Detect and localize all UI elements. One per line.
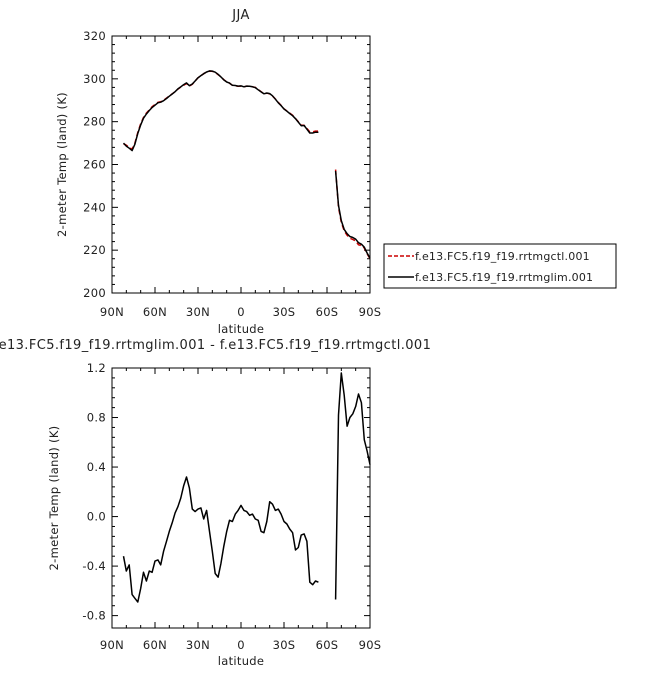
plot-frame: [111, 367, 371, 629]
y-tick-label: 1.2: [87, 361, 106, 375]
y-tick-label: 0.0: [87, 510, 106, 524]
series-line-2: [334, 171, 371, 259]
y-axis-label: 2-meter Temp (land) (K): [47, 426, 61, 571]
y-tick-label: 260: [83, 158, 106, 172]
x-tick-label: 60S: [316, 638, 339, 652]
x-tick-label: 30S: [273, 305, 296, 319]
x-tick-label: 0: [237, 305, 245, 319]
chart-panel-1: JJA 90N 60N 30N 0 30S 60S 90S 200 220 240 260 280 300…: [55, 8, 617, 336]
x-tick-label: 0: [237, 638, 245, 652]
x-axis-label: latitude: [218, 322, 265, 336]
y-tick-label: 220: [83, 243, 106, 257]
y-axis-label: 2-meter Temp (land) (K): [55, 92, 69, 237]
legend: f.e13.FC5.f19_f19.rrtmgctl.001 f.e13.FC5.…: [383, 243, 617, 289]
legend-label-1: f.e13.FC5.f19_f19.rrtmgctl.001: [415, 250, 590, 263]
chart-title: JJA: [231, 8, 250, 23]
x-tick-label: 90N: [100, 638, 124, 652]
y-tick-label: 320: [83, 29, 106, 43]
y-tick-label: 280: [83, 115, 106, 129]
y-tick-label: 0.8: [87, 411, 106, 425]
x-tick-label: 30N: [186, 638, 210, 652]
legend-label-2: f.e13.FC5.f19_f19.rrtmglim.001: [415, 271, 593, 284]
x-tick-label: 90N: [100, 305, 124, 319]
chart-panel-2: f.e13.FC5.f19_f19.rrtmglim.001 - f.e13.F…: [0, 338, 431, 668]
y-tick-label: 200: [83, 286, 106, 300]
series-line-2: [122, 70, 319, 152]
chart-title: f.e13.FC5.f19_f19.rrtmglim.001 - f.e13.F…: [0, 338, 431, 353]
x-tick-label: 60N: [143, 638, 167, 652]
y-tick-label: 240: [83, 200, 106, 214]
x-tick-label: 30S: [273, 638, 296, 652]
plot-frame: [111, 35, 371, 294]
series-line-1: [122, 476, 319, 603]
x-tick-label: 90S: [359, 638, 382, 652]
y-tick-label: 0.4: [87, 460, 106, 474]
legend-box: [383, 243, 617, 289]
y-tick-label: -0.8: [82, 609, 106, 623]
x-tick-label: 60N: [143, 305, 167, 319]
x-axis-label: latitude: [218, 654, 265, 668]
y-tick-label: 300: [83, 72, 106, 86]
series-line-1: [334, 372, 371, 600]
y-tick-label: -0.4: [82, 559, 106, 573]
series-line-1: [123, 70, 319, 150]
x-tick-label: 30N: [186, 305, 210, 319]
x-tick-label: 60S: [316, 305, 339, 319]
x-tick-label: 90S: [359, 305, 382, 319]
